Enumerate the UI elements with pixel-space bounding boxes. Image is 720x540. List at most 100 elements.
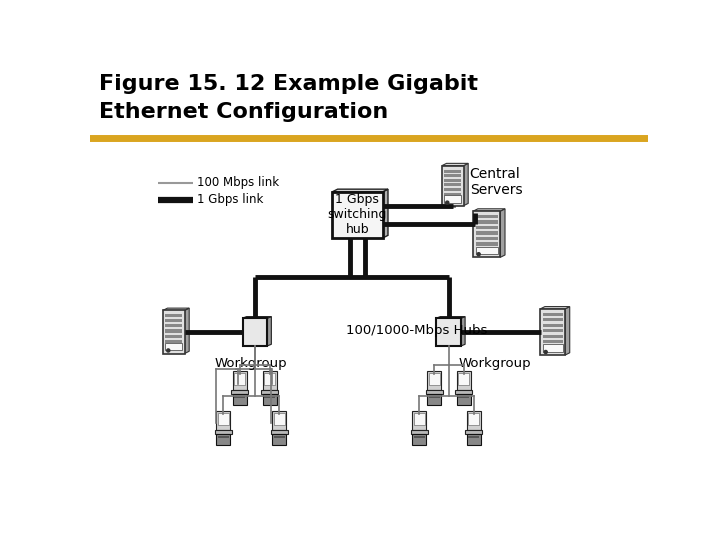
- Bar: [165, 319, 182, 322]
- Bar: [165, 325, 182, 327]
- Bar: [543, 318, 563, 321]
- Bar: [231, 390, 248, 394]
- Bar: [468, 436, 479, 438]
- Bar: [458, 396, 469, 398]
- Bar: [467, 411, 481, 430]
- Bar: [467, 434, 481, 445]
- Bar: [455, 390, 472, 394]
- Bar: [413, 411, 426, 430]
- Bar: [264, 396, 275, 398]
- Bar: [233, 372, 246, 390]
- Bar: [274, 413, 284, 425]
- Bar: [476, 215, 498, 218]
- Bar: [234, 373, 245, 385]
- Bar: [426, 390, 443, 394]
- Polygon shape: [464, 164, 468, 206]
- Text: 100/1000-Mbps Hubs: 100/1000-Mbps Hubs: [346, 324, 487, 337]
- Text: Workgroup: Workgroup: [459, 356, 531, 369]
- Polygon shape: [163, 308, 189, 310]
- Polygon shape: [332, 189, 388, 192]
- Bar: [444, 195, 462, 202]
- Bar: [165, 343, 182, 350]
- Bar: [263, 394, 276, 405]
- Bar: [444, 184, 462, 186]
- Bar: [442, 166, 464, 206]
- Bar: [218, 436, 229, 438]
- Bar: [234, 396, 245, 398]
- Bar: [261, 390, 279, 394]
- Bar: [414, 413, 425, 425]
- Bar: [216, 434, 230, 445]
- Bar: [272, 411, 286, 430]
- Bar: [264, 373, 275, 385]
- Polygon shape: [267, 316, 271, 346]
- Bar: [218, 413, 229, 425]
- Bar: [543, 335, 563, 338]
- Bar: [540, 309, 565, 355]
- Polygon shape: [184, 308, 189, 354]
- Bar: [163, 310, 184, 354]
- Text: 1 Gbps link: 1 Gbps link: [197, 193, 264, 206]
- Bar: [428, 373, 439, 385]
- Text: Ethernet Configuration: Ethernet Configuration: [99, 102, 389, 122]
- Polygon shape: [243, 316, 271, 318]
- Bar: [427, 394, 441, 405]
- Circle shape: [477, 253, 480, 256]
- Bar: [165, 329, 182, 333]
- Text: Central
Servers: Central Servers: [469, 167, 523, 197]
- Bar: [456, 394, 471, 405]
- Polygon shape: [382, 189, 388, 238]
- Bar: [465, 430, 482, 434]
- Polygon shape: [442, 164, 468, 166]
- Bar: [414, 436, 425, 438]
- Bar: [444, 170, 462, 173]
- Bar: [274, 436, 284, 438]
- Bar: [476, 220, 498, 224]
- Bar: [543, 324, 563, 327]
- Bar: [332, 192, 382, 238]
- Bar: [233, 394, 246, 405]
- Bar: [165, 334, 182, 338]
- Bar: [215, 430, 232, 434]
- Bar: [444, 174, 462, 177]
- Bar: [165, 314, 182, 318]
- Polygon shape: [540, 307, 570, 309]
- Circle shape: [544, 350, 547, 354]
- Polygon shape: [500, 209, 505, 257]
- Bar: [444, 179, 462, 182]
- Bar: [243, 318, 267, 346]
- Bar: [413, 434, 426, 445]
- Polygon shape: [473, 209, 505, 211]
- Text: Workgroup: Workgroup: [215, 356, 287, 369]
- Bar: [476, 237, 498, 240]
- Polygon shape: [565, 307, 570, 355]
- Bar: [165, 340, 182, 343]
- Bar: [476, 242, 498, 246]
- Bar: [476, 226, 498, 229]
- Bar: [444, 188, 462, 191]
- Bar: [427, 372, 441, 390]
- Bar: [458, 373, 469, 385]
- Bar: [476, 247, 498, 254]
- Polygon shape: [462, 316, 465, 346]
- Bar: [444, 193, 462, 195]
- Circle shape: [167, 349, 170, 352]
- Bar: [411, 430, 428, 434]
- Bar: [543, 345, 563, 352]
- Polygon shape: [436, 316, 465, 318]
- Text: 1 Gbps
switching
hub: 1 Gbps switching hub: [328, 193, 387, 237]
- Text: 100 Mbps link: 100 Mbps link: [197, 176, 279, 189]
- Bar: [476, 232, 498, 234]
- Bar: [216, 411, 230, 430]
- Bar: [543, 313, 563, 316]
- Text: Figure 15. 12 Example Gigabit: Figure 15. 12 Example Gigabit: [99, 74, 478, 94]
- Bar: [473, 211, 500, 257]
- Bar: [456, 372, 471, 390]
- Bar: [272, 434, 286, 445]
- Circle shape: [446, 201, 449, 204]
- Bar: [436, 318, 462, 346]
- Bar: [263, 372, 276, 390]
- Bar: [543, 329, 563, 332]
- Bar: [428, 396, 439, 398]
- Bar: [468, 413, 479, 425]
